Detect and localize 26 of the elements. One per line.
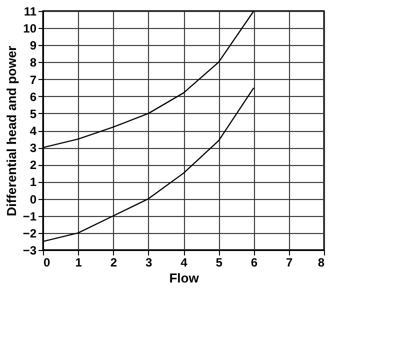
y-tick-label: 8 [30, 56, 37, 70]
x-axis-title: Flow [169, 270, 200, 286]
y-tick-label: 5 [30, 106, 37, 121]
y-tick-label: 7 [30, 72, 37, 87]
x-tick-label: 8 [318, 256, 325, 270]
x-tick-label: 7 [286, 256, 294, 270]
y-tick-label: 9 [30, 38, 37, 53]
y-tick-label: −1 [22, 209, 37, 224]
x-tick-label: 2 [110, 256, 118, 270]
y-tick-label: 0 [30, 192, 37, 206]
x-tick-label: 3 [146, 256, 153, 270]
x-tick-label: 0 [44, 256, 50, 270]
x-tick-label: 4 [180, 256, 188, 270]
x-tick-label: 5 [216, 256, 223, 270]
y-tick-label: 6 [30, 90, 37, 104]
y-tick-label: −2 [22, 226, 37, 240]
y-axis-title: Differential head and power [4, 46, 19, 216]
y-tick-label: 11 [24, 4, 37, 18]
y-tick-label: 1 [30, 175, 37, 190]
y-tick-label: 3 [30, 141, 37, 156]
y-tick-label: 2 [30, 158, 37, 172]
y-tick-label: 10 [23, 22, 37, 36]
y-tick-label: 4 [30, 124, 37, 138]
y-tick-label: −3 [22, 244, 37, 258]
x-tick-label: 6 [250, 256, 258, 270]
x-tick-label: 1 [75, 256, 82, 270]
